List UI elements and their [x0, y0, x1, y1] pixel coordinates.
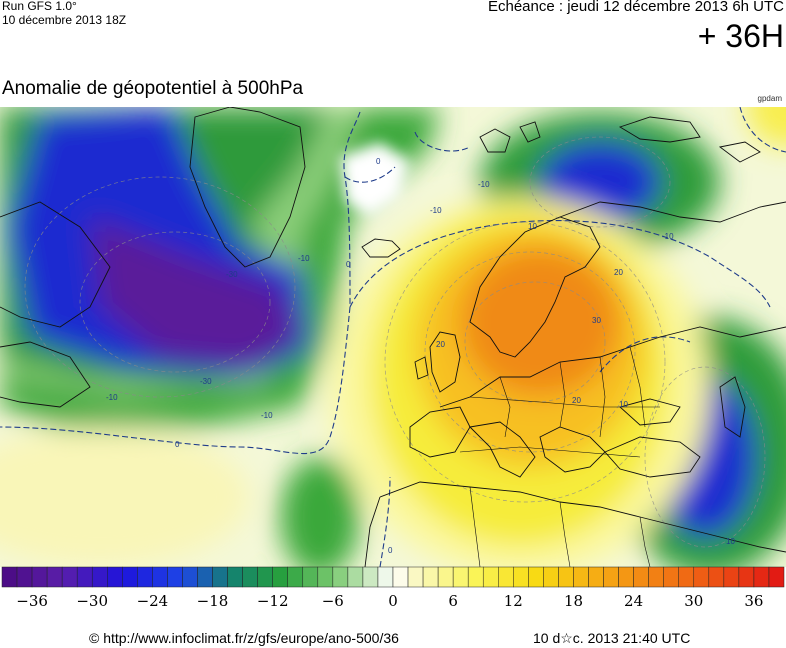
contour-label: -30: [200, 377, 212, 386]
contour-label: -10: [430, 206, 442, 215]
color-scale-tick-label: −30: [76, 592, 108, 610]
color-scale-box: [708, 566, 725, 588]
contour-label: 20: [572, 396, 581, 405]
color-scale-box: [648, 566, 664, 588]
color-scale-box: [768, 566, 785, 588]
color-scale-box: [16, 566, 33, 588]
color-scale-box: [257, 566, 273, 588]
color-scale-box: [347, 566, 364, 588]
color-scale-box: [723, 566, 740, 588]
color-scale-boxes: [1, 566, 785, 588]
contour-lines: [0, 107, 786, 567]
color-scale-box: [633, 566, 649, 588]
color-scale-box: [678, 566, 695, 588]
contour-label: 20: [614, 268, 623, 277]
contour-label: -10: [662, 232, 674, 241]
color-scale-box: [212, 566, 228, 588]
color-scale-box: [197, 566, 213, 588]
color-scale-box: [287, 566, 304, 588]
contour-label: 0: [346, 260, 351, 269]
contour-label: 0: [376, 157, 381, 166]
color-scale-tick-label: 18: [564, 592, 583, 610]
color-scale-tick-label: 24: [624, 592, 643, 610]
color-scale-box: [452, 566, 469, 588]
contour-label: 10: [726, 537, 735, 546]
contour-label: 10: [528, 222, 537, 231]
color-scale-box: [272, 566, 288, 588]
color-scale-box: [663, 566, 679, 588]
color-scale-box: [1, 566, 18, 588]
color-scale-tick-label: −6: [322, 592, 344, 610]
color-scale-box: [513, 566, 529, 588]
color-scale-box: [407, 566, 424, 588]
validity-time: Echéance : jeudi 12 décembre 2013 6h UTC: [487, 0, 784, 15]
color-scale-box: [422, 566, 439, 588]
color-scale-box: [528, 566, 544, 588]
color-scale-tick-label: 12: [504, 592, 523, 610]
color-scale-box: [332, 566, 349, 588]
color-scale-box: [31, 566, 48, 588]
generated-time: 10 d☆c. 2013 21:40 UTC: [533, 630, 691, 646]
color-scale-tick-label: −36: [16, 592, 48, 610]
color-scale-box: [588, 566, 604, 588]
contour-label: 0: [175, 440, 180, 449]
color-scale-box: [618, 566, 634, 588]
contour-label: -30: [226, 270, 238, 279]
color-scale-box: [167, 566, 183, 588]
color-scale-box: [182, 566, 198, 588]
contour-label-group: 0 0 0 0 -10 -10 -10 -10 -10 -10 -30 -30 …: [106, 157, 735, 555]
color-scale-box: [573, 566, 589, 588]
color-scale-box: [242, 566, 258, 588]
contour-label: -10: [106, 393, 118, 402]
color-scale-tick-label: −12: [257, 592, 289, 610]
color-scale-box: [227, 566, 243, 588]
color-scale-box: [558, 566, 574, 588]
lead-time: + 36H: [697, 18, 784, 54]
color-scale-box: [693, 566, 710, 588]
color-scale-box: [437, 566, 454, 588]
contour-label: 0: [388, 546, 393, 555]
contour-label: -10: [478, 180, 490, 189]
source-url[interactable]: © http://www.infoclimat.fr/z/gfs/europe/…: [89, 630, 399, 646]
run-label: Run GFS 1.0°: [2, 0, 77, 13]
color-scale-box: [753, 566, 770, 588]
unit-label: gpdam: [757, 94, 782, 103]
color-scale-tick-label: −24: [137, 592, 169, 610]
anomaly-map: 0 0 0 0 -10 -10 -10 -10 -10 -10 -30 -30 …: [0, 107, 786, 567]
color-scale-box: [603, 566, 619, 588]
color-scale-tick-label: 36: [744, 592, 763, 610]
color-scale-box: [152, 566, 168, 588]
color-scale-box: [482, 566, 499, 588]
contour-label: 30: [592, 316, 601, 325]
color-scale-box: [317, 566, 334, 588]
color-scale-box: [392, 566, 409, 588]
run-date: 10 décembre 2013 18Z: [2, 13, 127, 27]
color-scale-box: [76, 566, 93, 588]
color-scale-tick-label: 0: [388, 592, 398, 610]
color-scale-box: [122, 566, 138, 588]
color-scale-box: [377, 566, 394, 588]
color-scale: −36 −30 −24 −18 −12 −6 0 6 12 18 24 30 36: [1, 566, 785, 610]
color-scale-box: [91, 566, 108, 588]
contour-label: 20: [436, 340, 445, 349]
color-scale-box: [738, 566, 755, 588]
color-scale-box: [107, 566, 123, 588]
color-scale-box: [302, 566, 319, 588]
product-title: Anomalie de géopotentiel à 500hPa: [2, 78, 304, 99]
contour-label: -10: [298, 254, 310, 263]
color-scale-box: [137, 566, 153, 588]
color-scale-box: [362, 566, 379, 588]
color-scale-box: [46, 566, 63, 588]
contour-label: -10: [261, 411, 273, 420]
color-scale-box: [61, 566, 78, 588]
color-scale-box: [498, 566, 514, 588]
color-scale-ticks: −36 −30 −24 −18 −12 −6 0 6 12 18 24 30 36: [16, 592, 763, 610]
color-scale-box: [467, 566, 484, 588]
color-scale-tick-label: 6: [448, 592, 458, 610]
color-scale-tick-label: 30: [684, 592, 703, 610]
color-scale-box: [543, 566, 559, 588]
coastlines: [0, 107, 786, 567]
contour-label: 10: [619, 400, 628, 409]
color-scale-tick-label: −18: [197, 592, 229, 610]
